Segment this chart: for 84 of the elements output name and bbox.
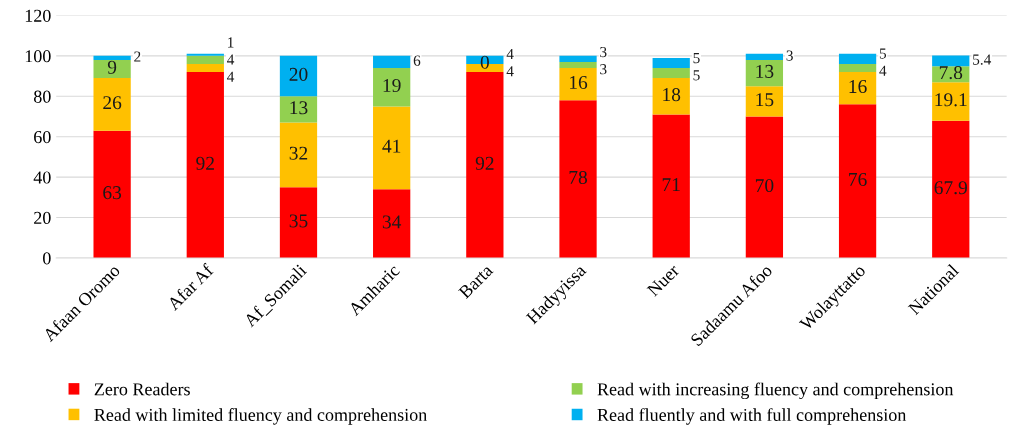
bar [279, 55, 318, 97]
bar [745, 59, 784, 87]
data-label: 4 [227, 54, 235, 65]
bar [279, 122, 318, 188]
data-label: 5 [879, 48, 887, 59]
bar [93, 55, 131, 60]
bar [93, 59, 131, 79]
data-label: 67.9 [934, 181, 967, 195]
legend-label: Read with limited fluency and comprehension [94, 408, 427, 425]
data-label: 3 [786, 50, 793, 61]
bar [745, 116, 784, 258]
data-label: 9 [107, 60, 117, 74]
bar [186, 53, 224, 56]
bar [279, 187, 318, 258]
legend-label: Zero Readers [94, 382, 190, 396]
data-label: 4 [879, 65, 887, 76]
data-label: 2 [134, 51, 141, 62]
bar [466, 72, 504, 258]
bar [186, 63, 224, 73]
data-label: 16 [570, 75, 588, 90]
bar [559, 67, 597, 101]
bar [186, 72, 224, 258]
bar [838, 72, 877, 105]
data-label: 3 [600, 46, 607, 58]
data-label: 78 [569, 170, 588, 185]
bar [279, 96, 318, 123]
bar [652, 114, 690, 258]
data-label: 16 [849, 80, 867, 94]
data-label: 15 [756, 93, 774, 107]
data-label: 26 [103, 96, 122, 110]
data-label: 3 [600, 64, 607, 75]
bar [652, 57, 690, 68]
legend-label: Read with increasing fluency and comprehension [597, 382, 954, 400]
data-label: 13 [290, 101, 308, 115]
data-label: 34 [382, 215, 402, 229]
data-label: 92 [196, 156, 214, 170]
y-tick-label: 80 [33, 90, 51, 103]
y-tick-label: 120 [25, 9, 51, 22]
data-label: 41 [382, 139, 401, 153]
y-tick-label: 0 [43, 252, 51, 265]
data-label: 4 [506, 48, 514, 60]
data-label: 19.1 [935, 93, 967, 107]
bar [373, 189, 411, 258]
x-tick-label: Afar Af [165, 262, 215, 312]
y-tick-label: 60 [34, 130, 51, 144]
bar [186, 55, 224, 64]
data-label: 5.4 [973, 54, 992, 65]
bar [373, 106, 411, 190]
data-label: 4 [506, 66, 514, 77]
bar [838, 53, 877, 64]
legend-label: Read fluently and with full comprehension [597, 408, 907, 425]
bar [745, 86, 784, 117]
data-label: 76 [849, 172, 867, 187]
data-label: 4 [227, 71, 235, 82]
data-label: 35 [289, 214, 308, 228]
bar [559, 55, 597, 62]
data-label: 32 [289, 146, 308, 160]
data-label: 20 [289, 67, 308, 81]
data-label: 92 [475, 156, 494, 170]
bar [373, 55, 411, 68]
data-label: 1 [228, 37, 234, 48]
bar [932, 120, 970, 258]
data-label: 6 [413, 55, 421, 66]
bar [373, 67, 411, 107]
bar [932, 82, 970, 121]
bar [838, 104, 877, 258]
data-label: 71 [662, 178, 680, 191]
data-label: 63 [103, 186, 122, 200]
y-tick-label: 40 [33, 171, 51, 184]
bar [932, 55, 970, 67]
y-tick-label: 100 [25, 50, 51, 63]
y-tick-label: 20 [34, 211, 51, 224]
data-label: 70 [755, 178, 774, 193]
data-label: 18 [663, 88, 681, 102]
data-label: 19 [383, 78, 401, 93]
bar [652, 78, 690, 115]
data-label: 5 [693, 70, 700, 81]
bar [559, 100, 597, 258]
data-label: 5 [693, 53, 700, 64]
data-label: 13 [756, 64, 774, 78]
bar [745, 53, 784, 60]
bar [93, 130, 131, 258]
data-label: 7.8 [939, 66, 963, 80]
bar [93, 78, 131, 131]
